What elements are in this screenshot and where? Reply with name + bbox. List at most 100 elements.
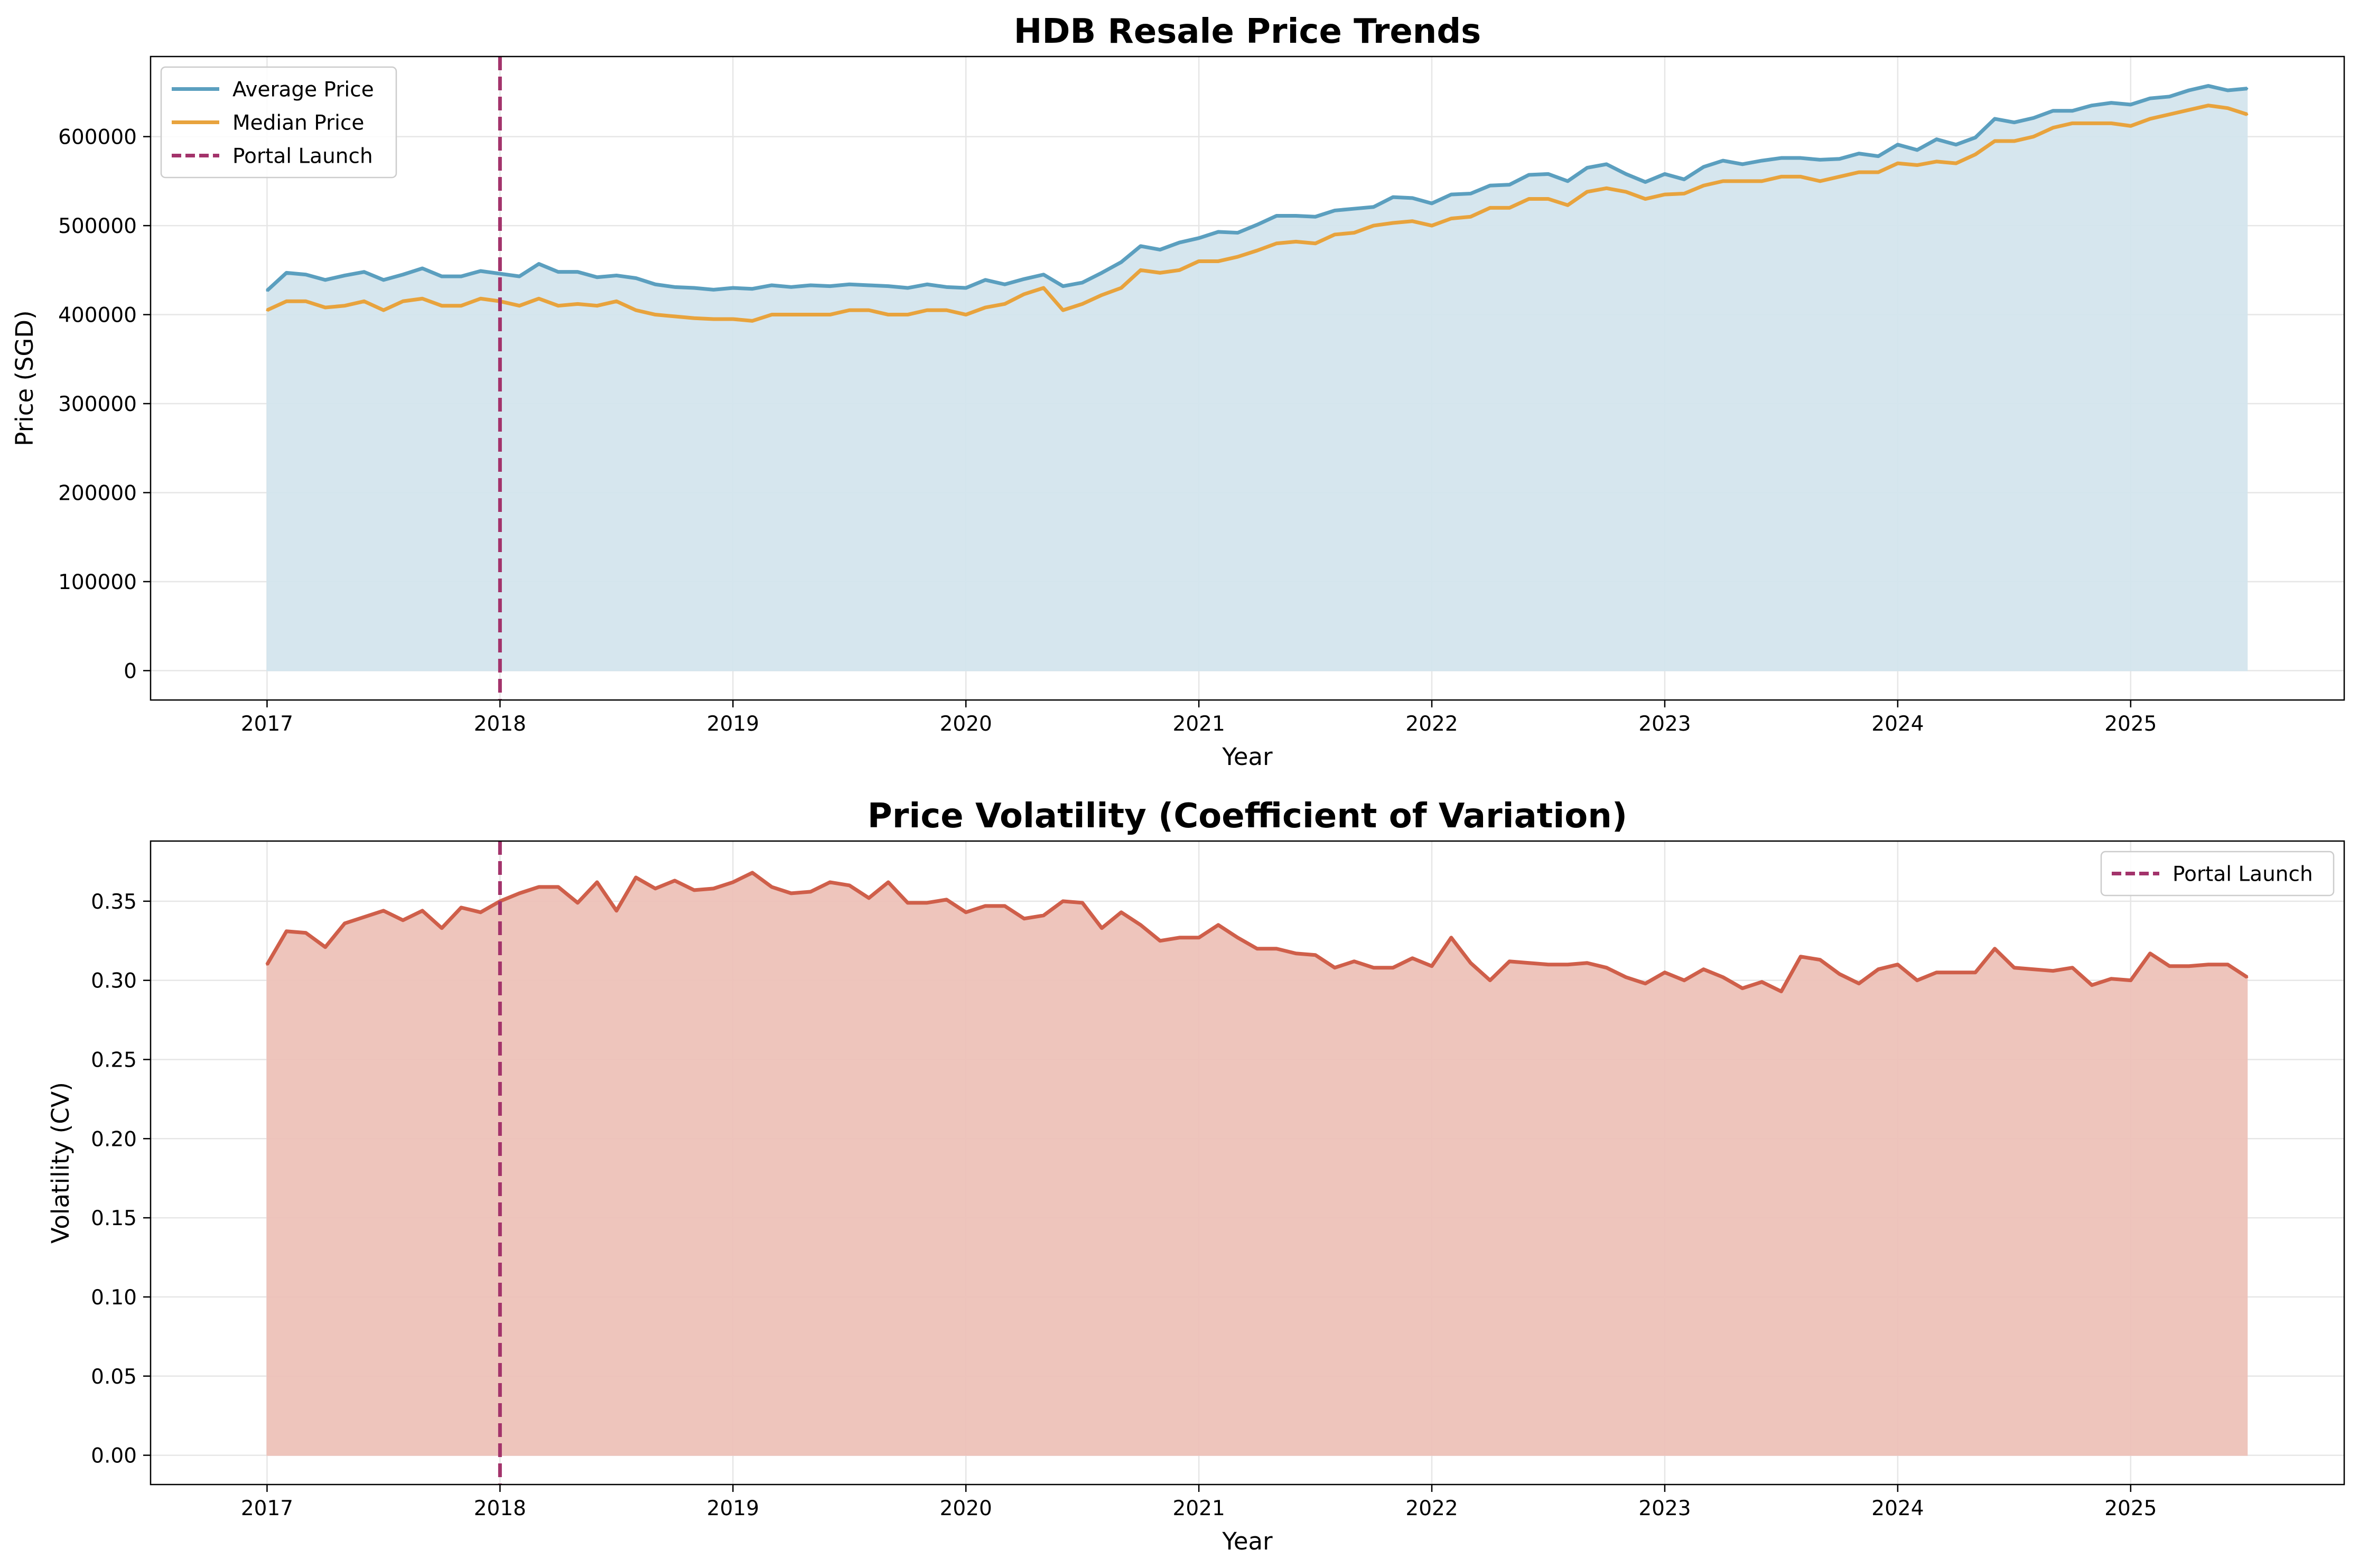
data-point	[1042, 914, 1045, 917]
data-point	[674, 286, 676, 288]
data-point	[2226, 963, 2229, 966]
data-point	[1042, 273, 1045, 276]
data-point	[1663, 971, 1666, 974]
data-point	[2110, 122, 2113, 125]
data-point	[984, 904, 986, 907]
data-point	[1236, 231, 1239, 234]
data-point	[1469, 962, 1472, 964]
data-point	[1838, 157, 1841, 160]
data-point	[1334, 966, 1336, 969]
x-tick-label: 2021	[1173, 1497, 1225, 1520]
data-point	[1334, 233, 1336, 236]
data-point	[1411, 220, 1414, 222]
data-point	[945, 309, 948, 312]
data-point	[1586, 191, 1589, 193]
data-point	[2188, 109, 2190, 111]
data-point	[770, 284, 773, 286]
data-point	[1819, 180, 1821, 182]
data-point	[285, 272, 288, 274]
data-point	[1392, 222, 1394, 225]
data-point	[2168, 95, 2171, 98]
data-point	[1605, 966, 1608, 969]
data-point	[2013, 966, 2016, 969]
data-point	[1644, 982, 1647, 985]
data-point	[1605, 187, 1608, 190]
data-point	[2013, 140, 2016, 143]
data-point	[1799, 175, 1802, 178]
data-point	[848, 309, 851, 312]
data-point	[576, 303, 579, 305]
data-point	[1353, 960, 1356, 963]
data-point	[1236, 936, 1239, 939]
data-point	[2207, 963, 2209, 966]
data-point	[1877, 171, 1880, 174]
data-point	[1489, 979, 1491, 982]
data-point	[1567, 963, 1569, 966]
data-point	[1702, 165, 1705, 168]
data-point	[926, 283, 928, 286]
data-point	[1741, 180, 1743, 182]
y-tick-label: 600000	[58, 126, 137, 150]
data-point	[1780, 175, 1783, 178]
data-point	[635, 277, 637, 279]
data-point	[557, 304, 560, 307]
data-point	[1023, 917, 1025, 920]
data-point	[1431, 225, 1433, 227]
data-point	[2226, 89, 2229, 92]
data-point	[868, 897, 870, 899]
data-point	[906, 313, 909, 316]
x-tick-label: 2020	[940, 1497, 992, 1520]
data-point	[1431, 965, 1433, 967]
data-point	[1372, 966, 1375, 969]
data-point	[285, 930, 288, 932]
data-point	[1722, 180, 1724, 182]
data-point	[1003, 283, 1006, 286]
data-point	[1508, 207, 1511, 209]
data-point	[829, 285, 832, 287]
data-point	[1955, 143, 1957, 146]
x-tick-label: 2023	[1638, 1497, 1691, 1520]
data-point	[2071, 966, 2074, 969]
data-point	[1256, 249, 1258, 252]
data-point	[1702, 968, 1705, 970]
data-point	[1178, 241, 1181, 244]
data-point	[324, 306, 327, 309]
data-point	[1993, 140, 1996, 143]
data-point	[2129, 103, 2132, 106]
data-point	[1469, 192, 1472, 195]
data-point	[557, 885, 560, 888]
data-point	[906, 901, 909, 904]
data-point	[1353, 208, 1356, 210]
data-point	[557, 270, 560, 273]
data-point	[2149, 117, 2151, 120]
data-point	[732, 287, 734, 290]
data-point	[1955, 162, 1957, 165]
data-point	[576, 901, 579, 904]
data-point	[1683, 192, 1685, 195]
data-point	[1547, 963, 1550, 966]
data-point	[1741, 987, 1743, 990]
data-point	[1061, 285, 1064, 287]
x-tick-label: 2019	[707, 1497, 759, 1520]
data-point	[1061, 309, 1064, 312]
data-point	[693, 889, 695, 891]
data-point	[1935, 138, 1938, 141]
data-point	[965, 287, 967, 290]
data-point	[712, 318, 715, 320]
data-point	[945, 286, 948, 288]
data-point	[2091, 984, 2093, 986]
data-point	[1916, 979, 1918, 982]
data-point	[1605, 163, 1608, 165]
y-tick-label: 0	[124, 659, 137, 683]
data-point	[674, 315, 676, 318]
data-point	[518, 275, 521, 278]
data-point	[363, 300, 366, 303]
data-point	[402, 300, 404, 303]
data-point	[304, 273, 307, 276]
data-point	[1916, 148, 1918, 151]
data-point	[1683, 979, 1685, 982]
data-point	[1023, 293, 1025, 295]
data-point	[1120, 911, 1123, 913]
data-point	[1139, 245, 1142, 247]
